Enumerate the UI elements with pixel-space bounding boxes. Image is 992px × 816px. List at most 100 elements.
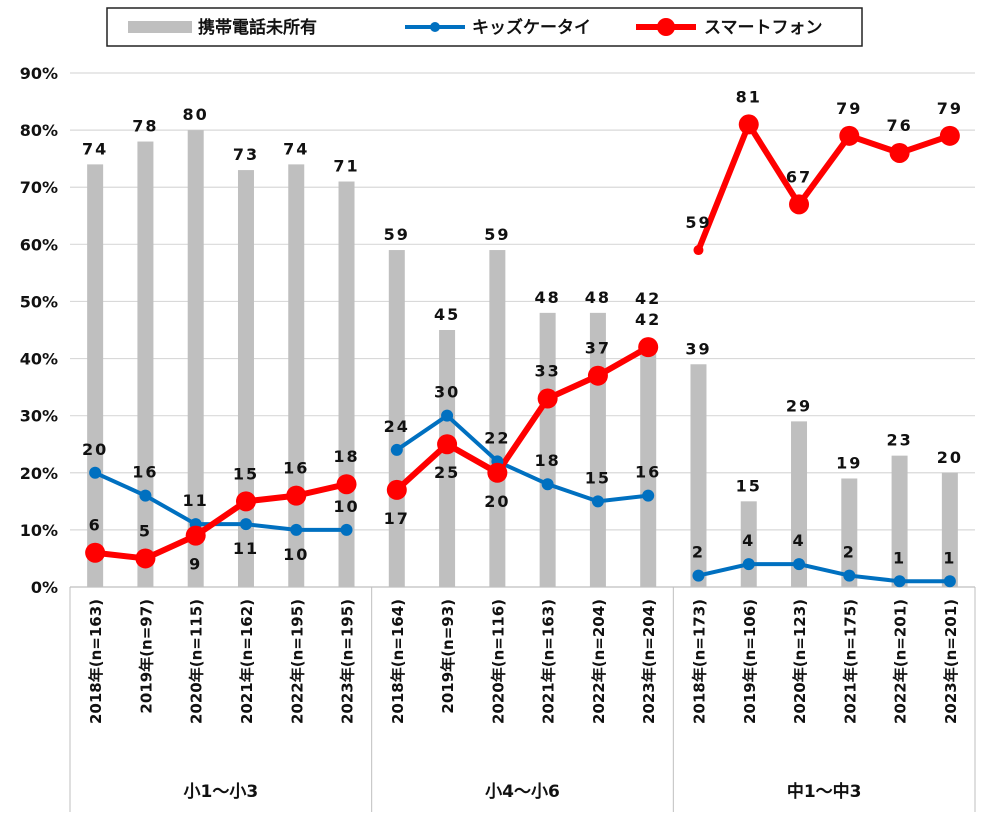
smart-value-label: 37 — [585, 339, 611, 358]
bar-value-label: 29 — [786, 396, 812, 415]
x-tick-label: 2018年(n=163) — [87, 599, 105, 724]
kids-value-label: 2 — [843, 543, 856, 562]
x-tick-label: 2020年(n=115) — [188, 599, 206, 724]
line-kids-phone — [94, 470, 347, 532]
smart-value-label: 20 — [484, 492, 510, 511]
point-smartphone — [587, 365, 608, 386]
x-tick-label: 2023年(n=201) — [942, 599, 960, 724]
point-smartphone — [336, 474, 357, 495]
bar-value-label: 39 — [685, 339, 711, 358]
kids-value-label: 24 — [384, 417, 410, 436]
bar-value-label: 78 — [132, 117, 158, 136]
x-tick-label: 2021年(n=162) — [238, 599, 256, 724]
point-smartphone — [437, 434, 458, 455]
smart-value-label: 81 — [736, 87, 762, 106]
bar-no-phone — [640, 347, 657, 587]
point-smartphone — [693, 245, 704, 256]
bar-no-phone — [891, 455, 908, 587]
bar-value-label: 71 — [333, 157, 359, 176]
kids-value-label: 1 — [893, 548, 906, 567]
line-kids-phone — [698, 562, 950, 584]
y-tick-label: 20% — [20, 464, 58, 483]
kids-value-label: 16 — [635, 463, 661, 482]
smart-value-label: 79 — [937, 99, 963, 118]
bar-no-phone — [288, 164, 305, 587]
group-label: 中1〜中3 — [787, 781, 862, 802]
smart-value-label: 79 — [836, 99, 862, 118]
y-tick-label: 90% — [20, 64, 58, 83]
point-kids-phone — [89, 466, 102, 479]
bar-no-phone — [187, 130, 204, 587]
kids-value-label: 4 — [792, 531, 805, 550]
bar-no-phone — [439, 330, 456, 587]
x-tick-label: 2019年(n=106) — [741, 599, 759, 724]
legend-label-kids: キッズケータイ — [472, 17, 591, 38]
x-tick-label: 2019年(n=93) — [439, 599, 457, 714]
x-tick-label: 2020年(n=116) — [489, 599, 507, 724]
y-tick-label: 50% — [20, 292, 58, 311]
bar-no-phone — [791, 421, 808, 587]
point-kids-phone — [843, 569, 856, 582]
legend-box — [106, 7, 863, 47]
bar-value-label: 45 — [434, 305, 460, 324]
point-kids-phone — [793, 558, 806, 571]
bar-no-phone — [237, 170, 254, 588]
point-smartphone — [638, 337, 659, 358]
point-kids-phone — [742, 558, 755, 571]
point-kids-phone — [541, 478, 554, 491]
kids-value-label: 15 — [585, 468, 611, 487]
kids-value-label: 30 — [434, 383, 460, 402]
kids-value-label: 18 — [535, 451, 561, 470]
point-smartphone — [235, 491, 256, 512]
legend-swatch-no-phone — [128, 21, 192, 33]
point-smartphone — [839, 125, 860, 146]
x-tick-label: 2018年(n=164) — [389, 599, 407, 724]
legend-marker-smart — [657, 18, 675, 36]
kids-value-label: 16 — [132, 463, 158, 482]
smart-value-label: 76 — [886, 116, 912, 135]
smart-value-label: 15 — [233, 464, 259, 483]
bar-value-label: 74 — [82, 139, 108, 158]
x-tick-label: 2021年(n=163) — [540, 599, 558, 724]
point-kids-phone — [642, 489, 655, 502]
x-tick-label: 2020年(n=123) — [791, 599, 809, 724]
smart-value-label: 25 — [434, 463, 460, 482]
point-kids-phone — [239, 518, 252, 531]
kids-value-label: 20 — [82, 440, 108, 459]
point-smartphone — [889, 142, 910, 163]
x-tick-label: 2023年(n=195) — [339, 599, 357, 724]
bar-value-label: 80 — [183, 105, 209, 124]
x-tick-label: 2018年(n=173) — [690, 599, 708, 724]
smart-value-label: 5 — [139, 521, 152, 540]
point-smartphone — [789, 194, 810, 215]
bar-no-phone — [489, 250, 506, 588]
x-tick-label: 2023年(n=204) — [640, 599, 658, 724]
bar-value-label: 15 — [736, 476, 762, 495]
kids-value-label: 10 — [333, 497, 359, 516]
smart-value-label: 18 — [333, 447, 359, 466]
legend-marker-kids — [430, 22, 440, 32]
group-label: 小4〜小6 — [485, 782, 560, 802]
kids-value-label: 11 — [233, 539, 259, 558]
y-tick-label: 40% — [20, 350, 58, 369]
point-smartphone — [487, 462, 508, 483]
y-tick-label: 0% — [31, 578, 58, 597]
bar-no-phone — [690, 364, 707, 587]
smart-value-label: 33 — [535, 362, 561, 381]
kids-value-label: 1 — [943, 548, 956, 567]
kids-value-label: 4 — [742, 531, 755, 550]
bar-value-label: 42 — [635, 289, 661, 308]
bar-value-label: 23 — [886, 431, 912, 450]
x-tick-label: 2021年(n=175) — [841, 599, 859, 724]
kids-value-label: 2 — [692, 543, 705, 562]
smart-value-label: 16 — [283, 459, 309, 478]
bar-no-phone — [941, 472, 958, 587]
x-tick-label: 2022年(n=201) — [892, 599, 910, 724]
kids-value-label: 10 — [283, 545, 309, 564]
bar-value-label: 48 — [535, 288, 561, 307]
x-tick-label: 2022年(n=204) — [590, 599, 608, 724]
legend: 携帯電話未所有 キッズケータイ スマートフォン — [106, 7, 863, 47]
y-tick-label: 80% — [20, 121, 58, 140]
